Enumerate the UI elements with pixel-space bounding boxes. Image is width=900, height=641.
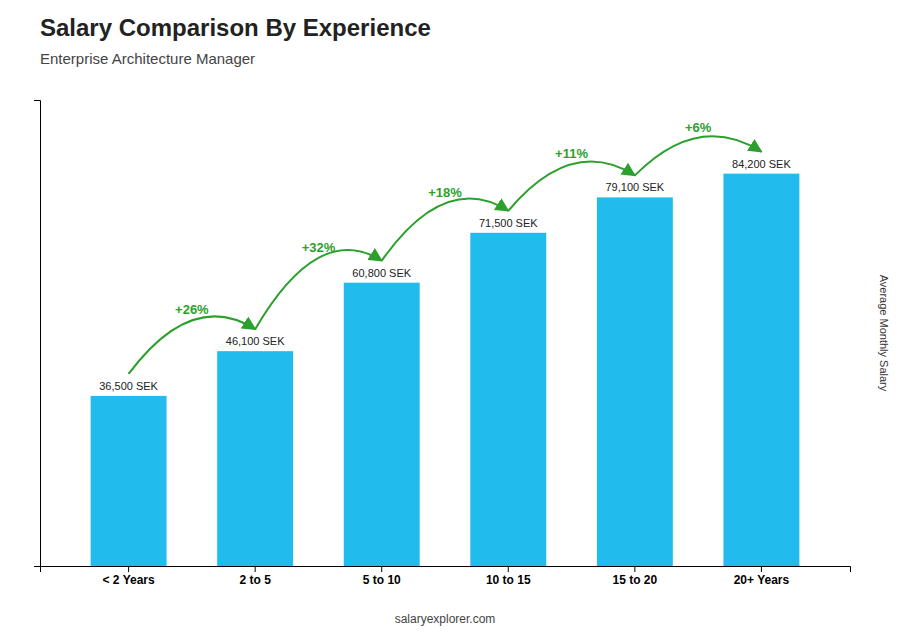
data-label: 71,500 SEK <box>479 217 538 229</box>
change-label: +32% <box>302 240 336 255</box>
x-tick: 5 to 10 <box>363 566 401 587</box>
change-label: +26% <box>175 302 209 317</box>
bar <box>597 197 673 566</box>
change-arrow <box>129 316 256 374</box>
x-tick-label: < 2 Years <box>103 573 155 587</box>
x-tick: 15 to 20 <box>612 566 657 587</box>
data-label: 36,500 SEK <box>99 380 158 392</box>
data-label: 46,100 SEK <box>226 335 285 347</box>
x-tick-label: 10 to 15 <box>486 573 531 587</box>
subtitle: Enterprise Architecture Manager <box>40 50 255 67</box>
change-arrow <box>508 162 635 211</box>
x-tick: < 2 Years <box>103 566 155 587</box>
bar <box>723 174 799 566</box>
x-axis: < 2 Years 2 to 5 5 to 10 10 to 15 15 to 20 20… <box>41 566 851 587</box>
y-axis-line <box>34 101 41 567</box>
data-label: 60,800 SEK <box>352 267 411 279</box>
x-tick-mark <box>634 566 635 572</box>
chart: Salary Comparison By Experience Enterpris… <box>0 0 900 641</box>
x-tick-mark <box>255 566 256 572</box>
change-label: +6% <box>685 120 712 135</box>
x-axis-line <box>41 567 851 573</box>
bar <box>470 233 546 566</box>
x-tick-label: 2 to 5 <box>239 573 271 587</box>
change-arrow <box>635 136 762 175</box>
x-tick-mark <box>508 566 509 572</box>
annotations: +26% +32% +18% +11% +6% <box>129 120 762 374</box>
bar <box>217 351 293 566</box>
data-label: 84,200 SEK <box>732 158 791 170</box>
title: Salary Comparison By Experience <box>40 14 431 41</box>
change-label: +11% <box>555 146 588 161</box>
x-tick-label: 20+ Years <box>734 573 790 587</box>
bar <box>344 283 420 566</box>
data-label: 79,100 SEK <box>605 181 664 193</box>
x-tick: 2 to 5 <box>239 566 271 587</box>
x-tick: 10 to 15 <box>486 566 531 587</box>
bar <box>91 396 167 566</box>
x-tick-label: 5 to 10 <box>363 573 401 587</box>
bars <box>91 174 800 566</box>
plot-area: < 2 Years 2 to 5 5 to 10 10 to 15 15 to 20 20… <box>34 101 851 587</box>
footer: salaryexplorer.com <box>395 612 496 626</box>
data-labels: 36,500 SEK 46,100 SEK 60,800 SEK 71,500 SEK… <box>99 158 791 392</box>
x-tick-mark <box>128 566 129 572</box>
change-arrow <box>255 250 382 329</box>
y-axis-title: Average Monthly Salary <box>878 275 890 392</box>
x-tick-mark <box>761 566 762 572</box>
y-axis <box>34 101 41 567</box>
x-tick: 20+ Years <box>734 566 790 587</box>
change-arrow <box>382 198 509 260</box>
x-tick-mark <box>381 566 382 572</box>
x-tick-label: 15 to 20 <box>612 573 657 587</box>
change-label: +18% <box>428 185 462 200</box>
